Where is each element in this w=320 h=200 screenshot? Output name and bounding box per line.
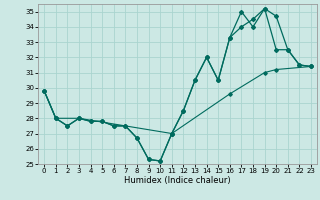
X-axis label: Humidex (Indice chaleur): Humidex (Indice chaleur) bbox=[124, 176, 231, 185]
